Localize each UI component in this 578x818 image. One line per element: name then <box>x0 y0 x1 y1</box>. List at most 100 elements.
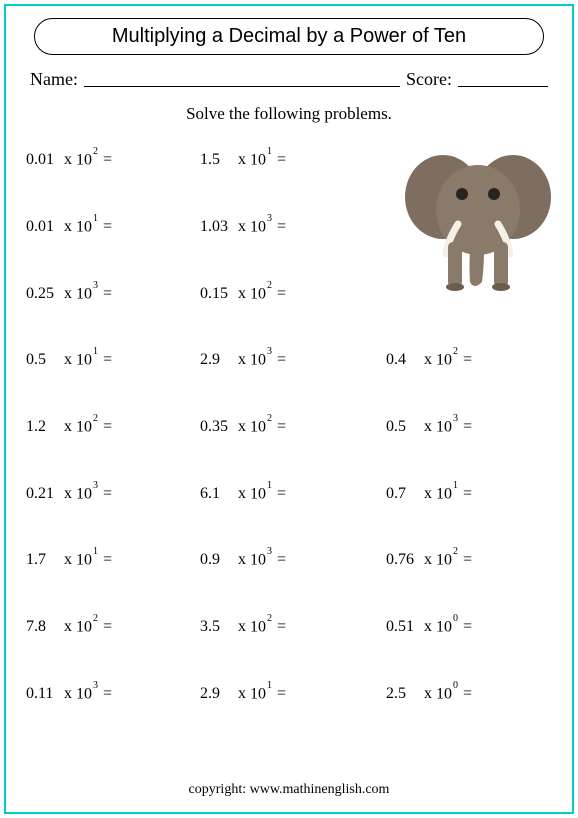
exponent: 2 <box>267 413 272 424</box>
score-blank-line <box>458 73 548 87</box>
exponent: 3 <box>453 413 458 424</box>
exponent: 2 <box>453 546 458 557</box>
problem: 0.4x102= <box>386 350 472 369</box>
worksheet: Multiplying a Decimal by a Power of Ten … <box>26 18 552 800</box>
equals-sign: = <box>463 618 472 635</box>
equals-sign: = <box>277 618 286 635</box>
problem: 2.5x100= <box>386 684 472 703</box>
decimal-value: 2.9 <box>200 685 234 703</box>
decimal-value: 0.9 <box>200 551 234 569</box>
decimal-value: 0.76 <box>386 551 420 569</box>
base-ten: 10 <box>250 351 266 368</box>
problem: 2.9x103= <box>200 350 286 369</box>
decimal-value: 1.2 <box>26 418 60 436</box>
times-operator: x <box>238 151 246 168</box>
decimal-value: 7.8 <box>26 618 60 636</box>
exponent: 3 <box>267 213 272 224</box>
base-ten: 10 <box>250 485 266 502</box>
decimal-value: 3.5 <box>200 618 234 636</box>
base-ten: 10 <box>250 218 266 235</box>
times-operator: x <box>64 285 72 302</box>
exponent: 2 <box>93 413 98 424</box>
equals-sign: = <box>103 285 112 302</box>
base-ten: 10 <box>76 218 92 235</box>
times-operator: x <box>64 218 72 235</box>
times-operator: x <box>238 351 246 368</box>
equals-sign: = <box>103 685 112 702</box>
problem: 1.03x103= <box>200 217 286 236</box>
decimal-value: 0.21 <box>26 485 60 503</box>
times-operator: x <box>64 151 72 168</box>
times-operator: x <box>64 685 72 702</box>
equals-sign: = <box>277 218 286 235</box>
decimal-value: 1.5 <box>200 151 234 169</box>
decimal-value: 0.5 <box>386 418 420 436</box>
decimal-value: 2.5 <box>386 685 420 703</box>
problem: 3.5x102= <box>200 617 286 636</box>
base-ten: 10 <box>436 618 452 635</box>
exponent: 1 <box>453 480 458 491</box>
equals-sign: = <box>103 618 112 635</box>
problems-grid: 0.01x102=1.5x101=0.01x101=1.03x103=0.25x… <box>26 142 552 742</box>
times-operator: x <box>238 685 246 702</box>
decimal-value: 0.35 <box>200 418 234 436</box>
problem: 0.25x103= <box>26 284 112 303</box>
name-blank-line <box>84 73 400 87</box>
times-operator: x <box>238 485 246 502</box>
exponent: 0 <box>453 613 458 624</box>
problem: 1.2x102= <box>26 417 112 436</box>
equals-sign: = <box>103 551 112 568</box>
times-operator: x <box>238 618 246 635</box>
problem: 0.21x103= <box>26 484 112 503</box>
exponent: 3 <box>267 546 272 557</box>
elephant-image <box>398 142 558 292</box>
base-ten: 10 <box>76 618 92 635</box>
decimal-value: 0.01 <box>26 151 60 169</box>
name-score-row: Name: Score: <box>26 69 552 90</box>
decimal-value: 0.15 <box>200 285 234 303</box>
decimal-value: 2.9 <box>200 351 234 369</box>
exponent: 2 <box>267 613 272 624</box>
times-operator: x <box>424 418 432 435</box>
base-ten: 10 <box>76 551 92 568</box>
problem: 0.35x102= <box>200 417 286 436</box>
base-ten: 10 <box>436 418 452 435</box>
equals-sign: = <box>277 351 286 368</box>
exponent: 3 <box>93 280 98 291</box>
name-label: Name: <box>30 69 78 90</box>
equals-sign: = <box>103 218 112 235</box>
instruction-text: Solve the following problems. <box>26 104 552 124</box>
equals-sign: = <box>103 485 112 502</box>
times-operator: x <box>64 418 72 435</box>
equals-sign: = <box>463 551 472 568</box>
decimal-value: 1.03 <box>200 218 234 236</box>
problem: 0.15x102= <box>200 284 286 303</box>
exponent: 3 <box>93 480 98 491</box>
exponent: 1 <box>93 546 98 557</box>
equals-sign: = <box>463 351 472 368</box>
base-ten: 10 <box>76 351 92 368</box>
problem: 0.76x102= <box>386 550 472 569</box>
times-operator: x <box>424 618 432 635</box>
base-ten: 10 <box>250 551 266 568</box>
times-operator: x <box>424 551 432 568</box>
base-ten: 10 <box>76 485 92 502</box>
times-operator: x <box>424 351 432 368</box>
problem: 0.11x103= <box>26 684 112 703</box>
exponent: 1 <box>267 146 272 157</box>
problem: 2.9x101= <box>200 684 286 703</box>
equals-sign: = <box>103 151 112 168</box>
exponent: 2 <box>93 613 98 624</box>
exponent: 0 <box>453 680 458 691</box>
decimal-value: 0.01 <box>26 218 60 236</box>
decimal-value: 0.51 <box>386 618 420 636</box>
problem: 6.1x101= <box>200 484 286 503</box>
problem: 1.5x101= <box>200 150 286 169</box>
problem: 0.5x101= <box>26 350 112 369</box>
decimal-value: 0.5 <box>26 351 60 369</box>
times-operator: x <box>64 618 72 635</box>
base-ten: 10 <box>76 685 92 702</box>
decimal-value: 1.7 <box>26 551 60 569</box>
base-ten: 10 <box>250 418 266 435</box>
problem: 0.7x101= <box>386 484 472 503</box>
